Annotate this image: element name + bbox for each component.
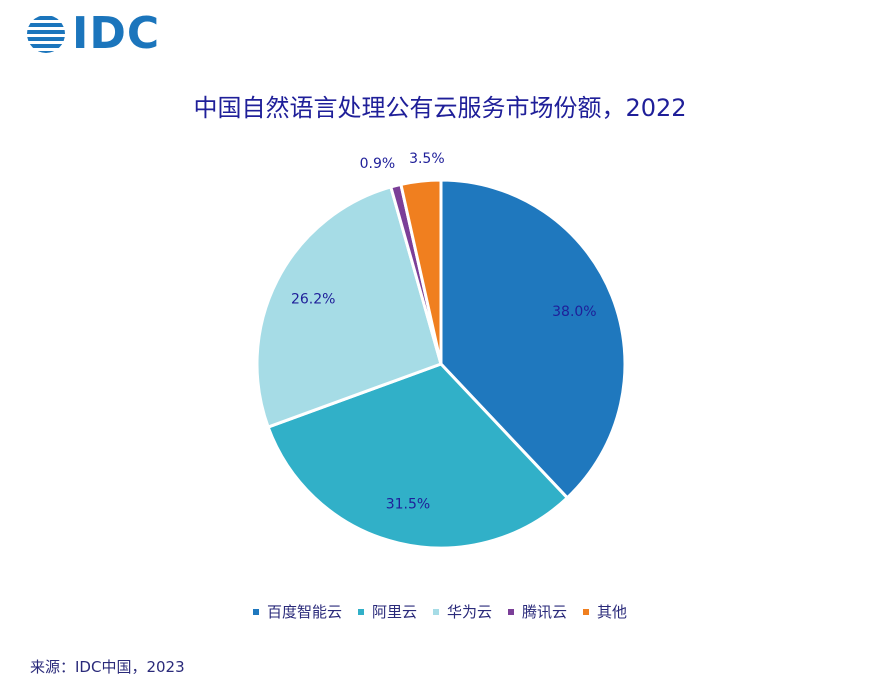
data-label-2: 26.2% (291, 292, 335, 308)
legend-label: 百度智能云 (266, 603, 342, 621)
pie-slice-4 (399, 178, 443, 365)
logo-text: IDC (72, 8, 161, 59)
pie-slice-0 (439, 178, 627, 500)
data-label-4: 3.5% (409, 151, 445, 167)
legend-marker (252, 608, 259, 615)
data-label-1: 31.5% (386, 497, 430, 513)
legend-item-1: 阿里云 (357, 601, 417, 622)
legend-item-3: 腾讯云 (508, 601, 567, 622)
data-label-3: 0.9% (360, 156, 396, 172)
legend-marker (357, 608, 364, 615)
legend-item-2: 华为云 (432, 601, 492, 622)
legend-item-4: 其他 (583, 601, 627, 622)
legend-item-0: 百度智能云 (252, 601, 342, 622)
source-note: 来源：IDC中国，2023 (30, 658, 185, 676)
data-label-0: 38.0% (552, 304, 596, 320)
legend-marker (508, 608, 514, 615)
pie-chart: 38.0% 31.5% 26.2% 0.9% 3.5% (255, 151, 627, 550)
legend-label: 腾讯云 (522, 603, 568, 621)
legend-label: 其他 (597, 603, 628, 621)
legend-label: 阿里云 (371, 603, 417, 621)
chart-legend: 百度智能云 阿里云 华为云 腾讯云 其他 (0, 601, 880, 622)
pie-slice-1 (266, 362, 570, 550)
globe-icon (27, 16, 65, 53)
chart-title: 中国自然语言处理公有云服务市场份额，2022 (193, 94, 687, 122)
legend-marker (432, 608, 439, 615)
legend-marker (583, 608, 590, 615)
legend-label: 华为云 (446, 603, 492, 621)
idc-logo: IDC (26, 8, 161, 59)
pie-slice-2 (255, 185, 443, 430)
